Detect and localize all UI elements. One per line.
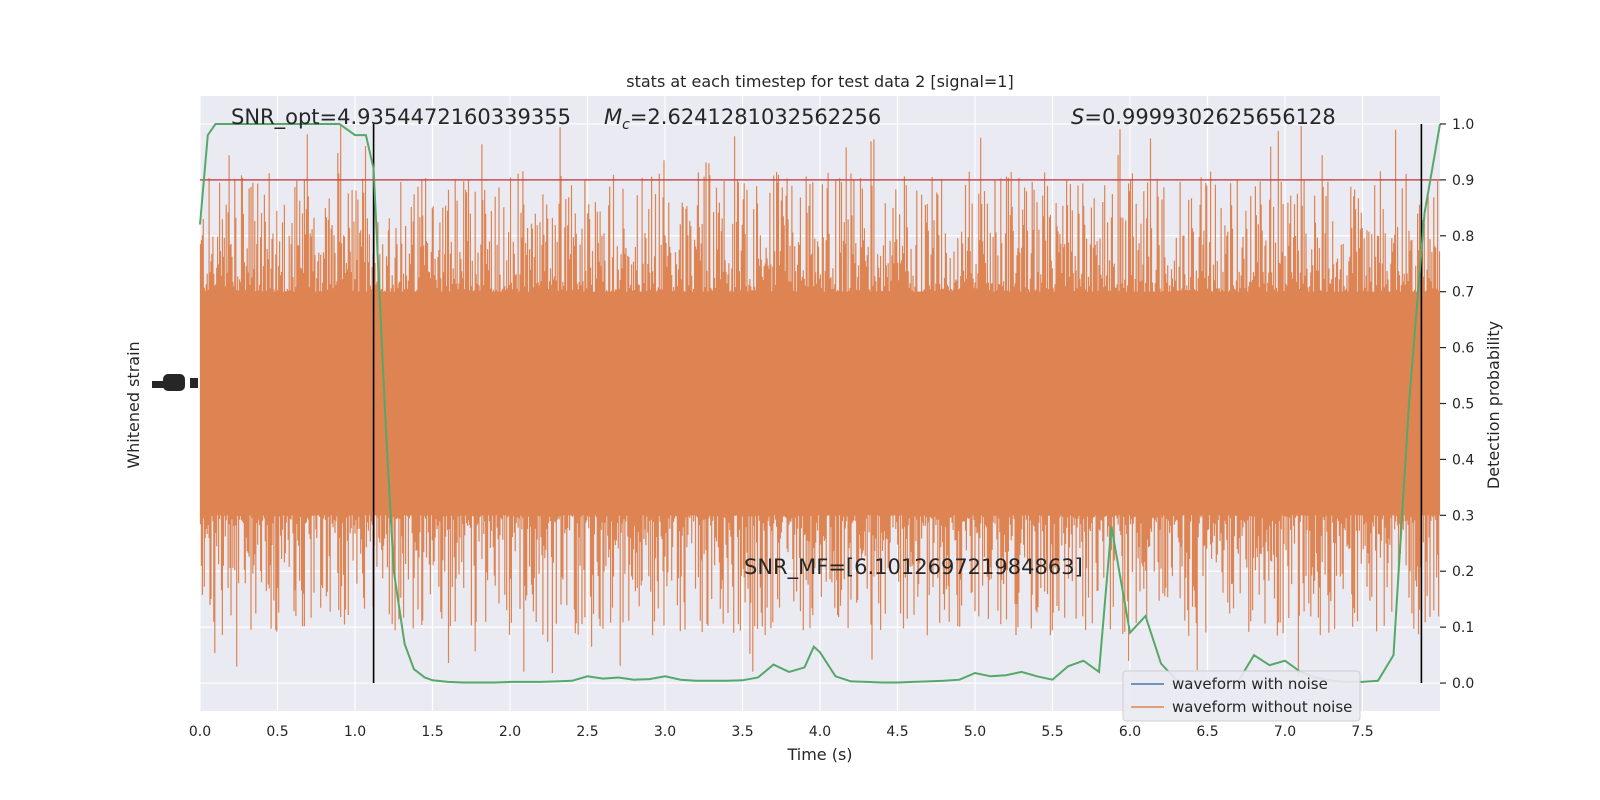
legend-label-without-noise: waveform without noise <box>1172 698 1352 716</box>
x-tick-label: 5.0 <box>964 724 986 740</box>
x-tick-label: 3.5 <box>731 724 753 740</box>
x-tick-label: 1.0 <box>344 724 366 740</box>
left-tick-smudge <box>190 378 198 388</box>
y-tick-label: 0.4 <box>1452 452 1474 468</box>
left-axis-tick-cluster <box>152 374 198 391</box>
left-tick-smudge <box>152 381 166 388</box>
y-tick-label: 0.2 <box>1452 564 1474 580</box>
legend-label-with-noise: waveform with noise <box>1172 675 1328 693</box>
x-axis-title: Time (s) <box>786 745 852 764</box>
y-tick-label: 0.0 <box>1452 676 1474 692</box>
chirp-mass-value: =2.6241281032562256 <box>630 105 881 129</box>
x-tick-label: 6.5 <box>1196 724 1218 740</box>
left-tick-smudge <box>163 374 185 391</box>
s-value: =0.9999302625656128 <box>1084 105 1335 129</box>
strain-trace <box>199 125 1441 677</box>
s-symbol: S <box>1071 105 1084 129</box>
x-tick-label: 0.0 <box>189 724 211 740</box>
x-tick-label: 2.0 <box>499 724 521 740</box>
x-tick-label: 3.0 <box>654 724 676 740</box>
strain-waveform-without-noise <box>199 125 1441 677</box>
legend-box <box>1122 670 1361 722</box>
y-tick-label: 0.1 <box>1452 620 1474 636</box>
chart-title: stats at each timestep for test data 2 [… <box>626 72 1013 91</box>
y-axis-title-right: Detection probability <box>1484 321 1503 489</box>
x-tick-label: 7.5 <box>1351 724 1373 740</box>
y-tick-label: 0.9 <box>1452 173 1474 189</box>
y-tick-label: 0.7 <box>1452 285 1474 301</box>
x-tick-label: 6.0 <box>1119 724 1141 740</box>
x-tick-label: 0.5 <box>266 724 288 740</box>
chirp-mass-annotation: Mc=2.6241281032562256 <box>604 105 881 133</box>
chirp-mass-subscript: c <box>622 117 630 133</box>
s-annotation: S=0.9999302625656128 <box>1071 105 1336 129</box>
y-tick-labels-right: 0.0 0.1 0.2 0.3 0.4 0.5 0.6 0.7 0.8 0.9 1.0 <box>1440 117 1474 692</box>
x-tick-label: 5.5 <box>1041 724 1063 740</box>
detection-vlines <box>372 123 1423 684</box>
x-tick-label: 4.0 <box>809 724 831 740</box>
x-tick-labels: 0.0 0.5 1.0 1.5 2.0 2.5 3.0 3.5 4.0 4.5 5.0 5.5 6.0 6… <box>189 724 1374 740</box>
x-tick-label: 7.0 <box>1274 724 1296 740</box>
snr-mf-annotation: SNR_MF=[6.101269721984863] <box>744 555 1083 580</box>
y-tick-label: 1.0 <box>1452 117 1474 133</box>
chirp-mass-symbol: M <box>604 105 622 129</box>
y-tick-label: 0.3 <box>1452 508 1474 524</box>
y-axis-title-left: Whitened strain <box>124 341 143 468</box>
y-tick-label: 0.5 <box>1452 397 1474 413</box>
x-tick-label: 2.5 <box>576 724 598 740</box>
x-tick-label: 4.5 <box>886 724 908 740</box>
y-tick-label: 0.6 <box>1452 341 1474 357</box>
y-tick-label: 0.8 <box>1452 229 1474 245</box>
legend: waveform with noise waveform without noi… <box>1122 670 1361 722</box>
snr-opt-annotation: SNR_opt=4.9354472160339355 <box>231 105 571 130</box>
x-tick-label: 1.5 <box>421 724 443 740</box>
